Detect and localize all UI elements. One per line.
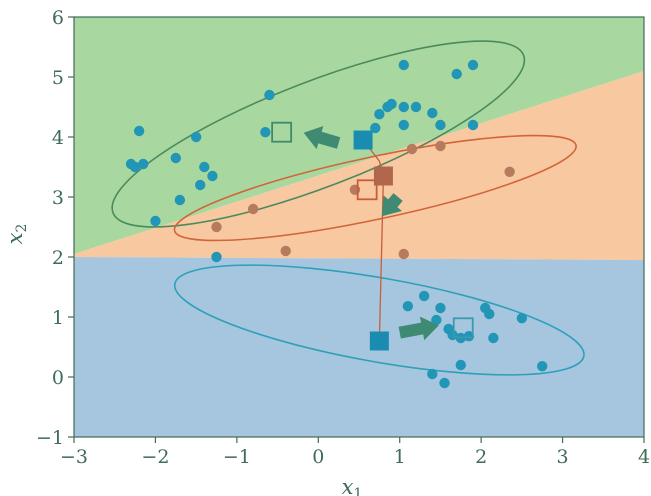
point-blue — [439, 377, 450, 389]
y-tick-label: 0 — [52, 367, 64, 389]
x-tick-label: 2 — [475, 446, 487, 468]
point-blue — [138, 158, 149, 170]
point-brown — [349, 184, 361, 195]
region-blue — [74, 257, 644, 437]
point-blue — [516, 313, 528, 324]
x-axis-label: x1 — [342, 475, 363, 496]
y-tick-label: −1 — [36, 427, 64, 449]
point-blue — [260, 127, 271, 138]
plot-frame — [73, 16, 645, 438]
point-blue — [174, 194, 186, 206]
point-blue — [435, 302, 446, 314]
y-tick-label: 1 — [52, 307, 64, 329]
point-blue — [398, 119, 409, 131]
ellipse-green — [111, 40, 526, 228]
x-tick-label: 0 — [312, 446, 324, 468]
point-blue — [199, 161, 210, 173]
point-blue — [455, 359, 466, 371]
point-blue — [170, 152, 181, 164]
point-brown — [398, 248, 409, 260]
x-tick-label: −2 — [141, 446, 169, 468]
point-blue — [488, 332, 499, 344]
mean-markers — [271, 121, 474, 351]
mean-marker-orange-old — [373, 166, 393, 186]
y-tick-label: 3 — [52, 187, 64, 209]
point-blue — [484, 308, 495, 320]
point-brown — [211, 221, 222, 233]
point-blue — [150, 215, 161, 227]
point-brown — [280, 245, 291, 257]
point-brown — [247, 203, 259, 215]
x-axis-label-main: x — [342, 475, 354, 496]
point-blue — [467, 59, 479, 71]
point-blue — [264, 89, 275, 101]
mean-marker-orange-new — [356, 179, 378, 201]
point-blue — [133, 125, 145, 137]
point-blue — [195, 179, 206, 191]
point-blue — [190, 131, 202, 143]
point-blue — [207, 170, 218, 182]
x-tick-label: −3 — [60, 446, 88, 468]
y-tick-label: 5 — [52, 67, 64, 89]
point-blue — [402, 301, 414, 312]
point-blue — [537, 361, 548, 372]
point-blue — [398, 59, 409, 71]
arrow-shape — [398, 316, 439, 341]
y-tick-label: 2 — [52, 247, 64, 269]
point-brown — [504, 166, 515, 177]
mean-marker-blue-new — [452, 317, 474, 339]
x-axis-label-sub: 1 — [353, 486, 362, 496]
point-blue — [211, 251, 222, 263]
point-blue — [427, 107, 438, 119]
point-blue — [374, 109, 385, 120]
y-tick-label: 6 — [52, 7, 64, 29]
region-orange — [74, 71, 644, 260]
point-blue — [410, 101, 422, 113]
point-blue — [435, 119, 446, 131]
mean-marker-green-new — [271, 121, 293, 143]
x-tick-label: 3 — [557, 446, 569, 468]
point-blue — [463, 331, 475, 342]
x-tick-label: 1 — [394, 446, 406, 468]
ellipse-blue — [173, 264, 585, 376]
point-brown — [406, 143, 418, 155]
decision-regions — [74, 17, 644, 437]
axes: −3 −2 −1 0 1 2 3 4 −1 0 1 2 3 4 5 6 — [36, 7, 650, 468]
data-points — [125, 59, 548, 389]
update-arrows — [303, 126, 439, 341]
point-blue — [451, 68, 462, 80]
arrow-shape — [303, 126, 341, 150]
point-blue — [427, 368, 438, 380]
mean-marker-blue-old — [369, 331, 389, 351]
mean-marker-green-old — [353, 130, 373, 150]
y-axis-label: x2 — [3, 224, 30, 245]
point-brown — [435, 140, 446, 152]
arrow-shape — [381, 193, 403, 217]
y-axis-label-main: x — [3, 232, 27, 244]
y-tick-label: 4 — [52, 127, 64, 149]
point-blue — [125, 158, 137, 170]
x-tick-label: −1 — [223, 446, 251, 468]
point-blue — [398, 101, 409, 113]
point-blue — [418, 290, 430, 302]
point-blue — [386, 98, 397, 110]
x-tick-label: 4 — [638, 446, 650, 468]
y-axis-label-sub: 2 — [14, 224, 30, 233]
point-blue — [370, 122, 381, 134]
point-blue — [431, 314, 442, 326]
point-blue — [467, 119, 479, 131]
